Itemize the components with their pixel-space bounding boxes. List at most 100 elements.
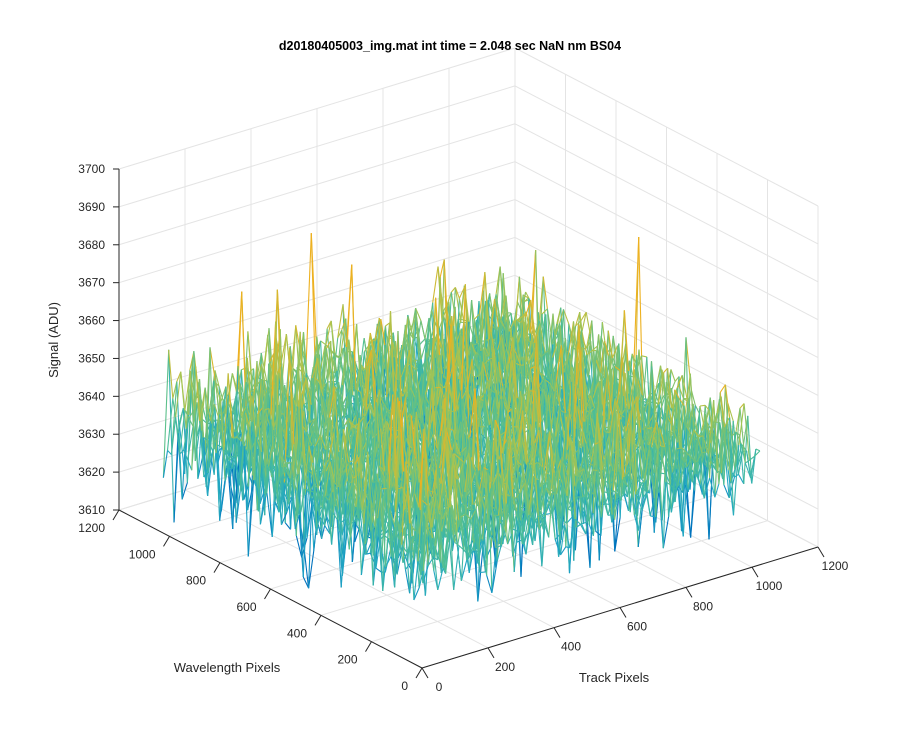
- surface-mesh-segment: [337, 347, 344, 381]
- surface-mesh-segment: [369, 339, 376, 343]
- surface-mesh-segment: [546, 366, 552, 380]
- surface-mesh-segment: [604, 341, 610, 356]
- surface-mesh-segment: [325, 320, 332, 345]
- surface-mesh-segment: [501, 334, 507, 388]
- surface-mesh-segment: [694, 404, 700, 414]
- surface-mesh-segment: [415, 307, 422, 321]
- surface-mesh-segment: [408, 350, 414, 381]
- surface-mesh-segment: [544, 316, 550, 390]
- surface-mesh-segment: [338, 382, 344, 406]
- surface-mesh-segment: [576, 347, 583, 385]
- surface-mesh-segment: [356, 324, 362, 388]
- surface-mesh-segment: [380, 319, 386, 346]
- surface-mesh-segment: [280, 334, 287, 364]
- surface-mesh-segment: [454, 287, 462, 323]
- surface-mesh-segment: [588, 378, 595, 399]
- surface-mesh-segment: [581, 339, 589, 377]
- surface-mesh-segment: [499, 319, 506, 329]
- surface-mesh-segment: [432, 266, 439, 303]
- surface-mesh-segment: [640, 355, 647, 399]
- surface-mesh-segment: [515, 356, 523, 382]
- surface-mesh-segment: [586, 350, 593, 356]
- surface-mesh-segment: [482, 290, 488, 390]
- back-wall-grid-line-z: [118, 236, 516, 359]
- surface-mesh-segment: [411, 365, 417, 370]
- surface-mesh-segment: [471, 344, 479, 369]
- surface-mesh-segment: [289, 325, 297, 379]
- surface-mesh-segment: [463, 365, 469, 409]
- surface-mesh-segment: [670, 369, 676, 382]
- surface-mesh-segment: [520, 311, 527, 323]
- surface-mesh-segment: [522, 320, 528, 362]
- surface-mesh-segment: [470, 341, 477, 355]
- surface-mesh-segment: [249, 368, 254, 373]
- surface-mesh-segment: [484, 358, 491, 365]
- x-tick-mark: [421, 667, 429, 679]
- surface-mesh-segment: [515, 362, 521, 366]
- surface-mesh-segment: [526, 335, 533, 362]
- surface-mesh-segment: [654, 365, 662, 394]
- surface-mesh-segment: [490, 332, 496, 358]
- surface-mesh-segment: [611, 345, 619, 359]
- surface-mesh-segment: [342, 404, 349, 408]
- y-tick-mark: [163, 536, 170, 547]
- surface-mesh-segment: [487, 348, 494, 407]
- surface-mesh-segment: [330, 320, 336, 357]
- y-tick-mark: [365, 641, 372, 652]
- surface-mesh-segment: [544, 379, 551, 385]
- surface-mesh-segment: [458, 298, 465, 321]
- surface-mesh-segment: [516, 319, 522, 324]
- surface-mesh-segment: [638, 236, 644, 406]
- surface-mesh-segment: [337, 304, 344, 339]
- surface-mesh-segment: [618, 310, 625, 409]
- surface-mesh-segment: [562, 309, 570, 325]
- surface-mesh-segment: [516, 354, 522, 366]
- surface-mesh-segment: [319, 345, 326, 375]
- surface-mesh-segment: [549, 383, 555, 392]
- y-tick-mark: [264, 588, 271, 600]
- side-wall-grid-line-z: [514, 274, 819, 434]
- surface-mesh-segment: [538, 372, 544, 381]
- surface-mesh-segment: [333, 352, 340, 359]
- back-wall-grid-line-z: [118, 123, 516, 246]
- surface-mesh-segment: [408, 320, 415, 333]
- floor-grid-line-y: [371, 520, 768, 643]
- surface-mesh-segment: [458, 286, 466, 299]
- surface-mesh-segment: [539, 323, 546, 353]
- surface-mesh-segment: [490, 379, 497, 394]
- surface-mesh-segment: [526, 299, 532, 339]
- surface-mesh-segment: [446, 291, 452, 305]
- side-wall-grid-line-z: [514, 237, 819, 396]
- surface-mesh-segment: [310, 233, 316, 373]
- surface-mesh-segment: [420, 340, 428, 360]
- side-wall-grid-line-z: [514, 199, 819, 358]
- surface-mesh-segment: [529, 250, 537, 334]
- surface-mesh-segment: [641, 355, 647, 358]
- surface-mesh-segment: [441, 347, 447, 369]
- surface-mesh-segment: [424, 361, 431, 392]
- surface-mesh-segment: [239, 383, 245, 397]
- axis-lines-group: [112, 168, 825, 679]
- surface-mesh-segment: [551, 341, 559, 358]
- surface-mesh-segment: [581, 312, 587, 331]
- back-wall-grid-line-z: [118, 161, 516, 284]
- surface-mesh-segment: [373, 351, 379, 363]
- surface-mesh-segment: [351, 264, 357, 397]
- surface-mesh-segment: [474, 375, 480, 390]
- surface-mesh-segment: [527, 350, 535, 365]
- surface-mesh-segment: [465, 341, 472, 384]
- surface-mesh-segment: [642, 356, 648, 406]
- x-tick-mark: [685, 587, 693, 598]
- surface-mesh-segment: [497, 349, 504, 380]
- surface-mesh-segment: [458, 318, 464, 321]
- surface-mesh-segment: [403, 350, 410, 393]
- surface-mesh-segment: [644, 391, 651, 413]
- surface-mesh-segment: [530, 299, 536, 344]
- surface-mesh-segment: [494, 298, 500, 328]
- surface-mesh-segment: [439, 277, 447, 394]
- surface-mesh-segment: [281, 334, 287, 379]
- x-tick-mark: [817, 546, 825, 558]
- surface-mesh-segment: [581, 329, 588, 356]
- surface-mesh-segment: [339, 318, 347, 357]
